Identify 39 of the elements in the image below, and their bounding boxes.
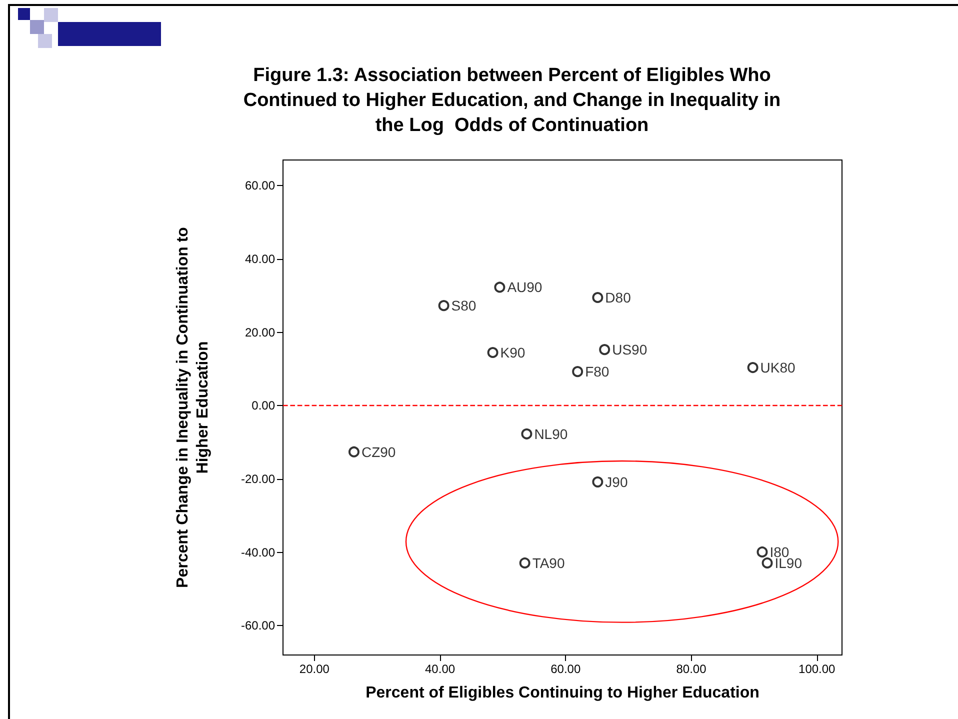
point bbox=[592, 292, 604, 303]
y-tick-label: 0.00 bbox=[252, 398, 276, 413]
data-label: S80 bbox=[451, 298, 476, 314]
data-label: D80 bbox=[605, 290, 632, 306]
data-label: J90 bbox=[605, 474, 628, 490]
y-tick-label: -40.00 bbox=[240, 545, 276, 560]
y-tick-label: 20.00 bbox=[244, 325, 276, 340]
y-tick-label: 60.00 bbox=[244, 178, 276, 193]
data-label: AU90 bbox=[507, 279, 542, 296]
x-tick-label: 20.00 bbox=[299, 662, 330, 676]
point bbox=[762, 557, 773, 568]
data-label: UK80 bbox=[760, 360, 796, 376]
point bbox=[592, 476, 604, 488]
x-tick-label: 40.00 bbox=[425, 662, 456, 676]
point bbox=[494, 282, 506, 293]
x-tick-label: 100.00 bbox=[798, 662, 836, 676]
data-label: TA90 bbox=[532, 554, 565, 571]
point bbox=[572, 366, 584, 378]
point bbox=[521, 428, 532, 440]
y-tick-label: -60.00 bbox=[240, 618, 276, 633]
data-label: K90 bbox=[500, 344, 526, 360]
data-label: NL90 bbox=[534, 426, 568, 442]
data-label: US90 bbox=[612, 342, 648, 358]
x-tick-label: 80.00 bbox=[676, 662, 707, 676]
x-axis-title: Percent of Eligibles Continuing to Higher Education bbox=[366, 684, 760, 702]
point bbox=[747, 362, 758, 374]
point bbox=[438, 300, 450, 312]
point bbox=[519, 557, 530, 568]
data-label: F80 bbox=[585, 364, 610, 380]
point bbox=[348, 446, 360, 458]
data-label: CZ90 bbox=[361, 444, 396, 460]
point bbox=[599, 344, 610, 356]
y-axis-title: Percent Change in Inequality in Continuation to Higher Education bbox=[174, 226, 212, 588]
chart-title: Figure 1.3: Association between Percent of Eligibles Who Continued to Higher Education, and Change in Inequality in the Log Odds of Continuation bbox=[243, 65, 781, 136]
point bbox=[756, 546, 768, 558]
y-tick-label: 40.00 bbox=[244, 252, 276, 266]
x-tick-label: 60.00 bbox=[550, 662, 581, 676]
point bbox=[487, 347, 498, 358]
y-tick-label: -20.00 bbox=[240, 472, 276, 486]
